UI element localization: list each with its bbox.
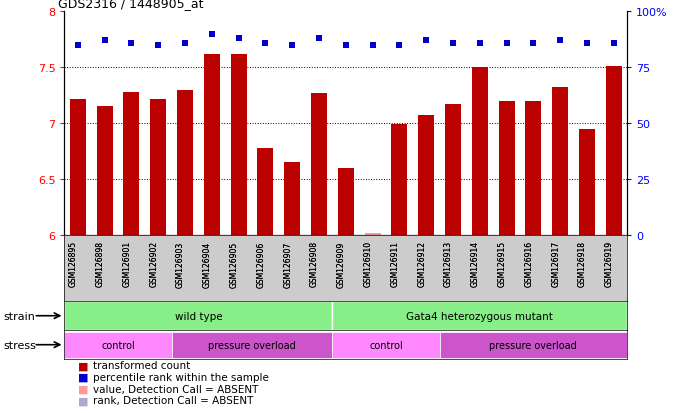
Bar <box>311 94 327 235</box>
Text: GSM126918: GSM126918 <box>578 241 587 287</box>
Text: GSM126911: GSM126911 <box>391 241 399 287</box>
Text: ■: ■ <box>78 372 88 382</box>
Text: GSM126902: GSM126902 <box>149 241 158 287</box>
Bar <box>258 148 273 235</box>
Text: GSM126915: GSM126915 <box>498 241 506 287</box>
Bar <box>172 332 332 358</box>
Bar <box>391 125 407 235</box>
Text: GSM126901: GSM126901 <box>123 241 132 287</box>
Text: GSM126898: GSM126898 <box>96 241 104 287</box>
Text: GSM126918: GSM126918 <box>578 241 587 287</box>
Text: GSM126913: GSM126913 <box>444 241 453 287</box>
Text: wild type: wild type <box>174 311 222 321</box>
Bar <box>70 100 86 235</box>
Bar <box>498 102 515 235</box>
Text: GSM126909: GSM126909 <box>337 241 346 287</box>
Text: strain: strain <box>3 311 35 321</box>
Bar <box>123 93 140 235</box>
Text: GSM126916: GSM126916 <box>524 241 534 287</box>
Bar <box>150 100 166 235</box>
Text: GSM126919: GSM126919 <box>605 241 614 287</box>
Text: GSM126913: GSM126913 <box>444 241 453 287</box>
Text: GSM126915: GSM126915 <box>498 241 506 287</box>
Text: GSM126910: GSM126910 <box>363 241 373 287</box>
Bar <box>64 332 172 358</box>
Text: GSM126898: GSM126898 <box>96 241 104 287</box>
Text: GSM126910: GSM126910 <box>363 241 373 287</box>
Bar <box>64 301 332 330</box>
Text: GSM126901: GSM126901 <box>123 241 132 287</box>
Bar <box>204 55 220 235</box>
Text: control: control <box>101 340 135 350</box>
Text: GSM126895: GSM126895 <box>68 241 78 287</box>
Bar <box>231 55 247 235</box>
Bar <box>332 332 439 358</box>
Text: pressure overload: pressure overload <box>208 340 296 350</box>
Text: GSM126902: GSM126902 <box>149 241 158 287</box>
Bar <box>284 163 300 235</box>
Text: GSM126919: GSM126919 <box>605 241 614 287</box>
Text: GSM126909: GSM126909 <box>337 241 346 287</box>
Text: GSM126904: GSM126904 <box>203 241 212 287</box>
Text: stress: stress <box>3 340 36 350</box>
Text: GSM126917: GSM126917 <box>551 241 560 287</box>
Text: GSM126914: GSM126914 <box>471 241 480 287</box>
Text: GDS2316 / 1448905_at: GDS2316 / 1448905_at <box>58 0 203 10</box>
Text: GSM126911: GSM126911 <box>391 241 399 287</box>
Text: GSM126905: GSM126905 <box>230 241 239 287</box>
Bar <box>605 67 622 235</box>
Text: GSM126914: GSM126914 <box>471 241 480 287</box>
Text: GSM126895: GSM126895 <box>68 241 78 287</box>
Bar <box>445 105 461 235</box>
Text: GSM126903: GSM126903 <box>176 241 185 287</box>
Text: GSM126912: GSM126912 <box>417 241 426 287</box>
Text: GSM126916: GSM126916 <box>524 241 534 287</box>
Text: control: control <box>369 340 403 350</box>
Text: percentile rank within the sample: percentile rank within the sample <box>93 372 268 382</box>
Text: GSM126908: GSM126908 <box>310 241 319 287</box>
Bar <box>332 301 627 330</box>
Text: ■: ■ <box>78 361 88 370</box>
Text: GSM126904: GSM126904 <box>203 241 212 287</box>
Text: GSM126906: GSM126906 <box>256 241 265 287</box>
Text: value, Detection Call = ABSENT: value, Detection Call = ABSENT <box>93 384 258 394</box>
Text: GSM126906: GSM126906 <box>256 241 265 287</box>
Bar <box>365 233 380 235</box>
Bar <box>525 102 542 235</box>
Text: GSM126917: GSM126917 <box>551 241 560 287</box>
Bar <box>552 88 568 235</box>
Text: pressure overload: pressure overload <box>490 340 577 350</box>
Text: ■: ■ <box>78 395 88 405</box>
Text: transformed count: transformed count <box>93 361 190 370</box>
Text: ■: ■ <box>78 384 88 394</box>
Bar <box>439 332 627 358</box>
Bar <box>472 68 487 235</box>
Text: GSM126912: GSM126912 <box>417 241 426 287</box>
Text: Gata4 heterozygous mutant: Gata4 heterozygous mutant <box>406 311 553 321</box>
Text: GSM126907: GSM126907 <box>283 241 292 287</box>
Text: GSM126907: GSM126907 <box>283 241 292 287</box>
Bar <box>96 107 113 235</box>
Bar <box>418 116 434 235</box>
Text: GSM126903: GSM126903 <box>176 241 185 287</box>
Bar <box>338 169 354 235</box>
Bar <box>177 90 193 235</box>
Text: GSM126908: GSM126908 <box>310 241 319 287</box>
Bar <box>579 130 595 235</box>
Text: GSM126905: GSM126905 <box>230 241 239 287</box>
Text: rank, Detection Call = ABSENT: rank, Detection Call = ABSENT <box>93 395 254 405</box>
